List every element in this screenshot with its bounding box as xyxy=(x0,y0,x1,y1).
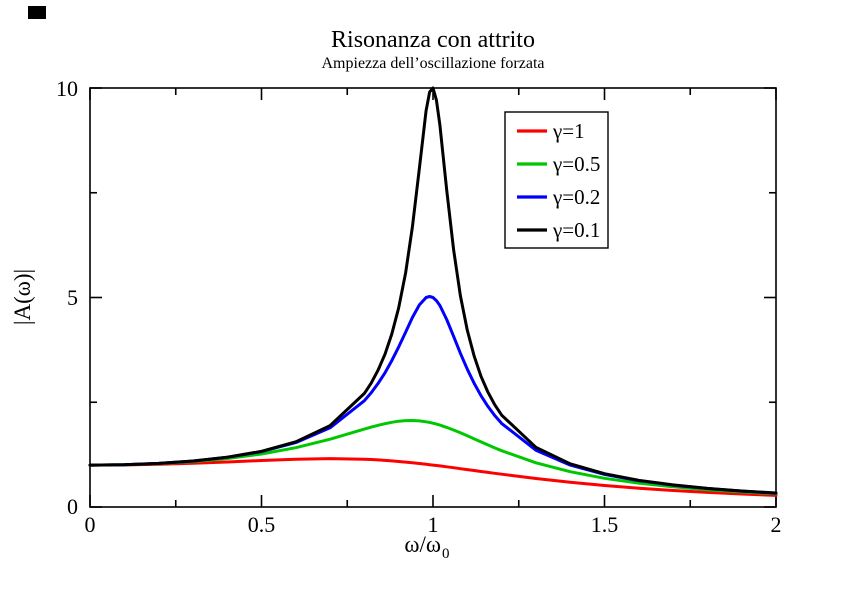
curve-gamma-0.5 xyxy=(88,419,778,496)
x-tick-label: 1.5 xyxy=(591,512,619,537)
x-tick-label: 2 xyxy=(771,512,782,537)
window-corner-decoration xyxy=(28,6,46,19)
x-tick-label: 1 xyxy=(428,512,439,537)
x-tick-label: 0 xyxy=(85,512,96,537)
y-tick-label: 10 xyxy=(56,76,78,101)
legend-label: γ=0.1 xyxy=(552,218,600,242)
curve-gamma-0.1 xyxy=(88,86,778,495)
y-tick-label: 5 xyxy=(67,285,78,310)
y-tick-labels: 0 5 10 xyxy=(56,76,78,519)
x-axis-label: ω/ω xyxy=(404,532,441,557)
x-tick-label: 0.5 xyxy=(248,512,276,537)
x-axis-label-subscript: 0 xyxy=(442,546,450,562)
curve-gamma-1 xyxy=(88,457,778,497)
chart-title: Risonanza con attrito xyxy=(331,27,535,53)
axis-ticks xyxy=(89,87,777,508)
y-tick-label: 0 xyxy=(67,494,78,519)
curves-group xyxy=(88,86,778,497)
y-axis-label: |A(ω)| xyxy=(10,269,35,325)
legend-label: γ=1 xyxy=(552,119,585,143)
legend-label: γ=0.5 xyxy=(552,152,600,176)
legend: γ=1 γ=0.5 γ=0.2 γ=0.1 xyxy=(504,111,609,249)
chart-subtitle: Ampiezza dell’oscillazione forzata xyxy=(322,55,545,72)
legend-box xyxy=(504,111,609,249)
x-tick-labels: 0 0.5 1 1.5 2 xyxy=(85,512,782,537)
legend-label: γ=0.2 xyxy=(552,185,600,209)
